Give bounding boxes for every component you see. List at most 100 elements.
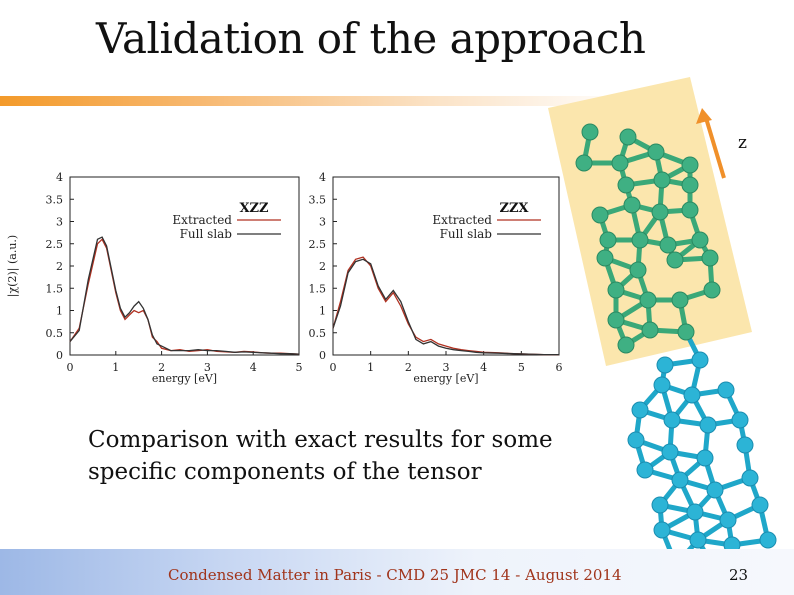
series-line-extracted <box>69 238 300 355</box>
panel-title: ZZX <box>499 201 529 216</box>
x-tick-label: 5 <box>296 361 303 374</box>
atom <box>699 416 717 434</box>
x-tick-label: 3 <box>443 361 450 374</box>
slide-title: Validation of the approach <box>96 14 646 63</box>
atom <box>599 231 617 249</box>
atom <box>653 171 671 189</box>
atom <box>663 411 681 429</box>
atom <box>686 503 704 521</box>
x-tick-label: 1 <box>367 361 374 374</box>
atom <box>607 311 625 329</box>
atom <box>651 203 669 221</box>
series-line-full-slab <box>332 258 559 356</box>
series-line-extracted <box>332 256 559 356</box>
y-tick-label: 1.5 <box>309 282 327 295</box>
x-axis-label: energy [eV] <box>152 372 217 385</box>
series-line-full-slab <box>69 236 300 355</box>
legend-entry-label: Full slab <box>440 227 493 241</box>
x-axis-label: energy [eV] <box>413 372 478 385</box>
molecule-structure <box>575 123 777 584</box>
atom <box>691 231 709 249</box>
y-tick-label: 1.5 <box>46 282 64 295</box>
atom <box>677 323 695 341</box>
atom <box>617 336 635 354</box>
x-tick-label: 4 <box>250 361 257 374</box>
z-axis-label: z <box>738 133 747 153</box>
atom <box>575 154 593 172</box>
atom <box>656 356 674 374</box>
atom <box>717 381 735 399</box>
y-tick-label: 0.5 <box>309 327 327 340</box>
chart-xzz: 0 1 2 3 4 5 0 0.5 1 1.5 2 2.5 3 3.5 4 energy [eV] |χ(2)|… <box>6 171 303 385</box>
y-tick-label: 2 <box>319 260 326 273</box>
atom <box>639 291 657 309</box>
atom <box>689 531 707 549</box>
y-axis-label: |χ(2)| (a.u.) <box>6 235 20 297</box>
caption-line-1: Comparison with exact results for some <box>88 427 553 453</box>
footer-bar <box>0 549 794 595</box>
x-tick-label: 2 <box>158 361 165 374</box>
legend-entry-label: Extracted <box>432 213 492 227</box>
atom <box>751 496 769 514</box>
legend-entry-label: Full slab <box>180 227 233 241</box>
atom <box>653 521 671 539</box>
y-tick-label: 3.5 <box>309 193 327 206</box>
atom <box>619 128 637 146</box>
atom <box>696 449 714 467</box>
atom <box>627 431 645 449</box>
atom <box>681 156 699 174</box>
y-tick-label: 4 <box>319 171 326 184</box>
atom <box>666 251 684 269</box>
y-tick-label: 2.5 <box>309 238 327 251</box>
atom <box>631 231 649 249</box>
atom <box>681 176 699 194</box>
atom <box>681 201 699 219</box>
y-tick-label: 2.5 <box>46 238 64 251</box>
y-tick-label: 3.5 <box>46 193 64 206</box>
atom <box>647 143 665 161</box>
atom <box>591 206 609 224</box>
atom <box>617 176 635 194</box>
caption-line-2: specific components of the tensor <box>88 459 482 485</box>
atom <box>703 281 721 299</box>
atom <box>719 511 737 529</box>
atom <box>741 469 759 487</box>
caption: Comparison with exact results for some s… <box>88 424 608 488</box>
atom <box>759 531 777 549</box>
footer-text: Condensed Matter in Paris - CMD 25 JMC 1… <box>168 566 622 584</box>
atom <box>623 196 641 214</box>
z-axis-arrow <box>704 117 726 179</box>
x-tick-label: 0 <box>67 361 74 374</box>
legend-entry-label: Extracted <box>172 213 232 227</box>
x-tick-label: 3 <box>204 361 211 374</box>
atom <box>731 411 749 429</box>
x-tick-label: 0 <box>330 361 337 374</box>
y-tick-label: 3 <box>56 216 63 229</box>
atom <box>736 436 754 454</box>
atom <box>701 249 719 267</box>
atom <box>636 461 654 479</box>
y-tick-label: 1 <box>319 305 326 318</box>
atom <box>581 123 599 141</box>
atom <box>607 281 625 299</box>
y-tick-label: 2 <box>56 260 63 273</box>
y-tick-label: 0 <box>56 349 63 362</box>
page-number: 23 <box>729 566 749 584</box>
y-tick-label: 1 <box>56 305 63 318</box>
y-tick-label: 4 <box>56 171 63 184</box>
x-tick-label: 4 <box>480 361 487 374</box>
atom <box>691 351 709 369</box>
x-tick-label: 2 <box>405 361 412 374</box>
y-tick-label: 3 <box>319 216 326 229</box>
x-tick-label: 5 <box>518 361 525 374</box>
top-accent-bar <box>0 96 794 106</box>
x-tick-label: 6 <box>556 361 563 374</box>
z-arrow-head <box>696 108 712 124</box>
atom <box>611 154 629 172</box>
atom <box>596 249 614 267</box>
atom <box>651 496 669 514</box>
atom <box>706 481 724 499</box>
atom <box>683 386 701 404</box>
